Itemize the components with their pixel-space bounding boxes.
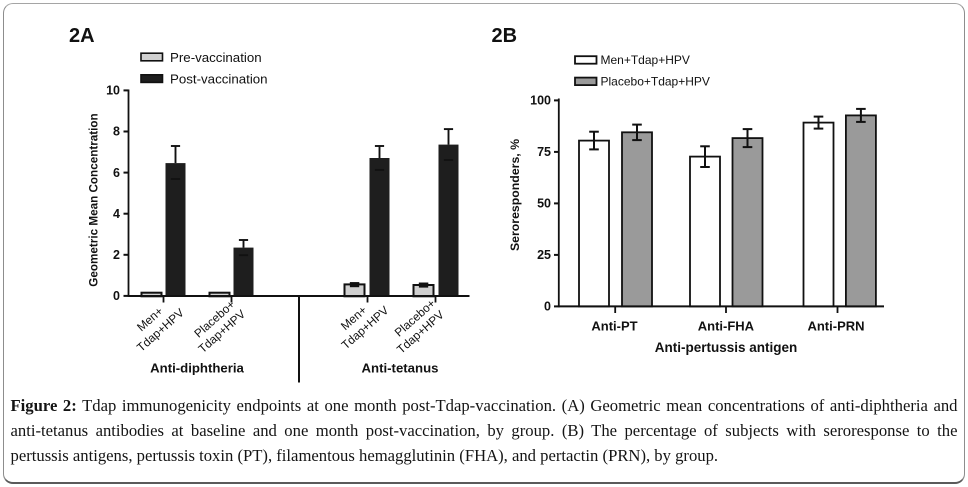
svg-text:2: 2 [113,248,120,262]
svg-text:100: 100 [530,94,551,108]
svg-text:2A: 2A [69,25,95,47]
svg-text:Anti-diphtheria: Anti-diphtheria [150,361,244,376]
svg-text:Anti-pertussis antigen: Anti-pertussis antigen [655,340,798,355]
svg-text:Anti-PRN: Anti-PRN [807,319,864,334]
svg-text:4: 4 [113,207,120,221]
svg-text:Anti-FHA: Anti-FHA [698,319,755,334]
svg-text:Anti-PT: Anti-PT [591,319,637,334]
svg-text:Pre-vaccination: Pre-vaccination [170,50,262,65]
svg-text:2B: 2B [492,25,518,47]
svg-text:0: 0 [544,300,551,314]
svg-text:Seroresponders, %: Seroresponders, % [508,139,522,251]
svg-text:10: 10 [106,84,120,98]
svg-text:0: 0 [113,289,120,303]
svg-text:75: 75 [537,145,551,159]
svg-text:Post-vaccination: Post-vaccination [170,71,268,86]
svg-text:Placebo+Tdap+HPV: Placebo+Tdap+HPV [601,74,710,88]
svg-text:6: 6 [113,166,120,180]
svg-text:Geometric Mean Concentration: Geometric Mean Concentration [88,113,101,286]
svg-text:8: 8 [113,125,120,139]
svg-text:Anti-tetanus: Anti-tetanus [362,361,439,376]
svg-text:Men+Tdap+HPV: Men+Tdap+HPV [601,53,690,67]
svg-text:50: 50 [537,197,551,211]
svg-text:25: 25 [537,248,551,262]
